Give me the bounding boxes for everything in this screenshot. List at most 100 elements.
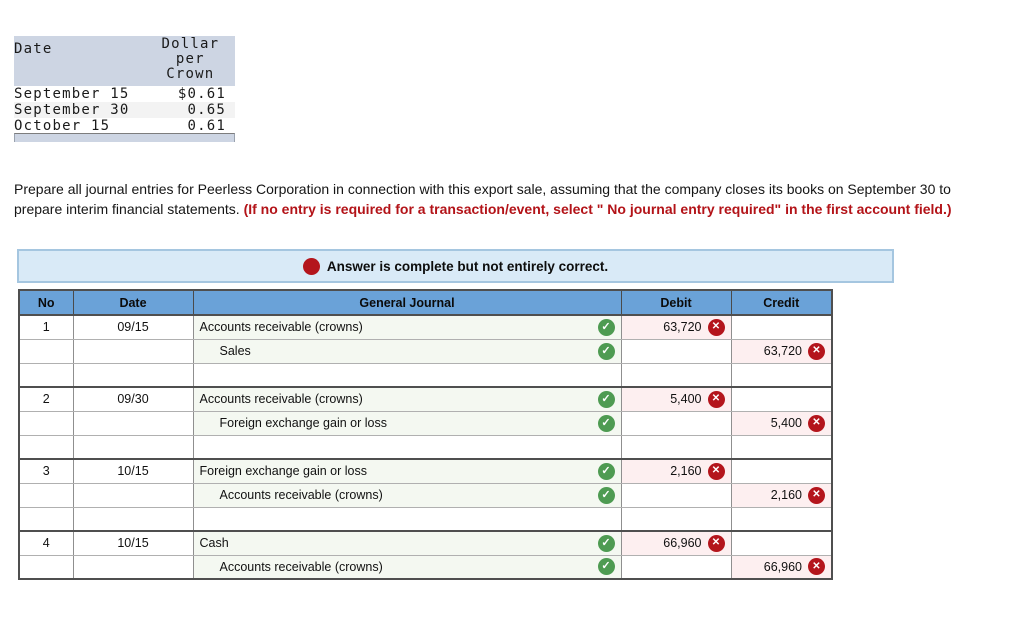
entry-date-cell: [72, 506, 194, 532]
debit-amount-cell[interactable]: 66,960 ✕: [620, 530, 732, 556]
entry-number-cell: 2: [18, 386, 74, 412]
journal-entry-row: 2 09/30 Accounts receivable (crowns) ✓ 5,400…: [18, 386, 833, 412]
rate-value-cell: 0.61: [187, 118, 226, 134]
rate-date-cell: September 30: [14, 102, 130, 118]
entry-date-cell: 10/15: [72, 530, 194, 556]
account-title-cell: [192, 434, 622, 460]
credit-amount-cell[interactable]: 5,400 ✕: [730, 410, 833, 436]
entry-number-cell: [18, 554, 74, 580]
entry-number-cell: 4: [18, 530, 74, 556]
account-title-cell[interactable]: Accounts receivable (crowns) ✓: [192, 554, 622, 580]
debit-amount-cell: [620, 362, 732, 388]
rate-value-cell: $0.61: [177, 86, 226, 102]
rate-table-body: Date Dollar per Crown September 15 $0.61 S…: [14, 36, 235, 134]
amount-text: 5,400: [670, 392, 702, 407]
entry-number-cell: [18, 362, 74, 388]
amount-text: 5,400: [770, 416, 802, 430]
entry-number-cell: [18, 434, 74, 460]
credit-amount-cell[interactable]: 63,720 ✕: [730, 338, 833, 364]
debit-amount-cell[interactable]: 5,400 ✕: [620, 386, 732, 412]
entry-date-cell: [72, 554, 194, 580]
debit-amount-cell: [620, 506, 732, 532]
incorrect-x-icon: ✕: [707, 534, 725, 552]
incorrect-x-icon: ✕: [707, 462, 725, 480]
account-title-cell[interactable]: Accounts receivable (crowns) ✓: [192, 314, 622, 340]
col-header-debit: Debit: [620, 289, 732, 316]
debit-amount-cell[interactable]: 63,720 ✕: [620, 314, 732, 340]
correct-check-icon: ✓: [597, 390, 615, 408]
journal-entry-row: 4 10/15 Cash ✓ 66,960 ✕: [18, 530, 833, 556]
correct-check-icon: ✓: [597, 462, 615, 480]
credit-amount-cell[interactable]: [730, 530, 833, 556]
account-title-text: Accounts receivable (crowns): [199, 320, 363, 335]
entry-number-cell: [18, 410, 74, 436]
account-title-cell[interactable]: Accounts receivable (crowns) ✓: [192, 386, 622, 412]
debit-amount-cell[interactable]: [620, 554, 732, 580]
entry-date-cell: [72, 434, 194, 460]
correct-check-icon: ✓: [597, 342, 615, 360]
account-title-cell[interactable]: Foreign exchange gain or loss ✓: [192, 410, 622, 436]
incorrect-x-icon: ✕: [808, 414, 825, 432]
entry-date-cell: 09/15: [72, 314, 194, 340]
entry-date-cell: 10/15: [72, 458, 194, 484]
instructions-paragraph: Prepare all journal entries for Peerless…: [14, 180, 966, 219]
credit-amount-cell[interactable]: 66,960 ✕: [730, 554, 833, 580]
instructions-normal: Prepare all journal entries for Peerless…: [14, 181, 951, 217]
amount-text: 2,160: [670, 464, 702, 479]
credit-amount-cell[interactable]: [730, 314, 833, 340]
account-title-cell: [192, 506, 622, 532]
credit-amount-cell: [730, 506, 833, 532]
col-header-general-journal: General Journal: [192, 289, 622, 316]
rate-date-cell: September 15: [14, 86, 130, 102]
amount-text: 66,960: [663, 536, 702, 551]
journal-blank-row: [18, 506, 833, 532]
instructions-emphasis: (If no entry is required for a transacti…: [243, 200, 952, 217]
entry-date-cell: [72, 482, 194, 508]
account-title-cell[interactable]: Cash ✓: [192, 530, 622, 556]
grade-status-text: Answer is complete but not entirely corr…: [326, 258, 609, 274]
journal-entry-row: Foreign exchange gain or loss ✓ 5,400 ✕: [18, 410, 833, 436]
credit-amount-cell[interactable]: [730, 386, 833, 412]
journal-entry-row: 1 09/15 Accounts receivable (crowns) ✓ 63,72…: [18, 314, 833, 340]
correct-check-icon: ✓: [597, 558, 615, 576]
general-journal-table: No Date General Journal Debit Credit 1 09…: [18, 289, 833, 580]
rate-table-header-row: Date Dollar per Crown: [14, 36, 235, 86]
entry-number-cell: [18, 338, 74, 364]
credit-amount-cell: [730, 362, 833, 388]
rate-row: October 15 0.61: [14, 118, 235, 134]
debit-amount-cell[interactable]: [620, 338, 732, 364]
entry-number-cell: [18, 482, 74, 508]
account-title-cell[interactable]: Accounts receivable (crowns) ✓: [192, 482, 622, 508]
account-title-cell[interactable]: Foreign exchange gain or loss ✓: [192, 458, 622, 484]
correct-check-icon: ✓: [597, 318, 615, 336]
credit-amount-cell[interactable]: 2,160 ✕: [730, 482, 833, 508]
journal-entry-row: Accounts receivable (crowns) ✓ 2,160 ✕: [18, 482, 833, 508]
rate-header-line: Dollar: [161, 36, 220, 52]
rate-header-line: Crown: [166, 66, 215, 82]
account-title-cell[interactable]: Sales ✓: [192, 338, 622, 364]
rate-value-header: Dollar per Crown: [129, 36, 235, 86]
credit-amount-cell[interactable]: [730, 458, 833, 484]
incorrect-x-icon: ✕: [707, 318, 725, 336]
entry-date-cell: 09/30: [72, 386, 194, 412]
account-title-text: Foreign exchange gain or loss: [219, 416, 387, 430]
debit-amount-cell[interactable]: 2,160 ✕: [620, 458, 732, 484]
amount-text: 63,720: [763, 344, 802, 358]
journal-blank-row: [18, 434, 833, 460]
amount-text: 66,960: [763, 559, 802, 574]
journal-table-body: No Date General Journal Debit Credit 1 09…: [18, 289, 833, 580]
grade-status-banner: Answer is complete but not entirely corr…: [17, 249, 894, 283]
entry-date-cell: [72, 410, 194, 436]
journal-entry-row: Accounts receivable (crowns) ✓ 66,960 ✕: [18, 554, 833, 580]
debit-amount-cell[interactable]: [620, 482, 732, 508]
debit-amount-cell[interactable]: [620, 410, 732, 436]
incorrect-x-icon: ✕: [808, 342, 825, 360]
account-title-text: Accounts receivable (crowns): [199, 392, 363, 407]
rate-value-cell: 0.65: [129, 102, 235, 118]
col-header-date: Date: [72, 289, 194, 316]
rate-date-header: Date: [14, 36, 130, 86]
incorrect-x-icon: ✕: [707, 390, 725, 408]
cropped-next-table-edge: [14, 133, 235, 142]
account-title-text: Cash: [199, 536, 229, 551]
journal-blank-row: [18, 362, 833, 388]
